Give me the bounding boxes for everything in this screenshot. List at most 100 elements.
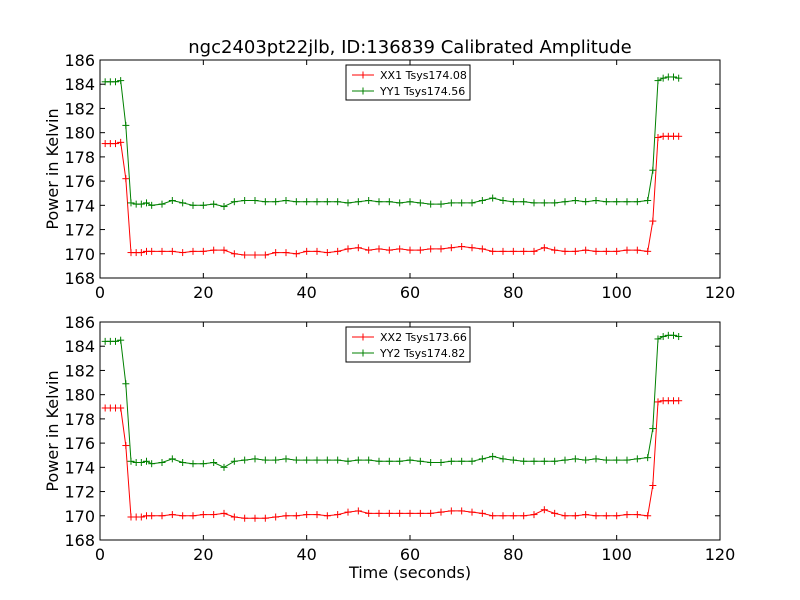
- data-point: [670, 331, 677, 339]
- data-point: [520, 457, 528, 465]
- data-point: [582, 246, 590, 254]
- data-point: [168, 247, 176, 255]
- data-point: [323, 456, 331, 464]
- data-point: [396, 457, 404, 465]
- data-point: [313, 247, 321, 255]
- data-point: [427, 509, 435, 517]
- data-point: [602, 512, 610, 520]
- series-1-1: [101, 331, 683, 471]
- data-point: [122, 175, 130, 183]
- data-point: [122, 380, 130, 388]
- data-point: [117, 404, 125, 412]
- data-point: [654, 77, 662, 85]
- data-point: [375, 198, 383, 206]
- y-tick-label: 180: [64, 124, 95, 143]
- data-point: [540, 457, 548, 465]
- y-tick-label: 178: [64, 148, 95, 167]
- data-point: [261, 456, 269, 464]
- data-point: [168, 455, 176, 463]
- data-point: [189, 512, 197, 520]
- data-point: [468, 457, 476, 465]
- data-point: [499, 196, 507, 204]
- data-point: [670, 73, 677, 81]
- y-tick-label: 176: [64, 172, 95, 191]
- data-point: [478, 509, 486, 517]
- data-point: [117, 336, 125, 344]
- data-point: [602, 456, 610, 464]
- data-point: [127, 199, 135, 207]
- data-point: [561, 512, 569, 520]
- data-point: [623, 198, 631, 206]
- data-point: [654, 398, 662, 406]
- legend: XX1 Tsys174.08 YY1 Tsys174.56: [345, 64, 471, 101]
- data-point: [561, 247, 569, 255]
- data-point: [509, 456, 517, 464]
- data-point: [354, 244, 362, 252]
- data-point: [447, 244, 455, 252]
- data-point: [117, 77, 125, 85]
- data-point: [447, 199, 455, 207]
- y-axis-label: Power in Kelvin: [43, 370, 62, 491]
- data-point: [592, 512, 600, 520]
- data-point: [158, 200, 166, 208]
- data-point: [210, 200, 218, 208]
- y-tick-label: 182: [64, 99, 95, 118]
- data-point: [375, 245, 383, 253]
- data-point: [354, 198, 362, 206]
- data-point: [112, 140, 119, 148]
- data-point: [551, 457, 559, 465]
- data-point: [272, 198, 280, 206]
- data-point: [437, 200, 445, 208]
- data-point: [649, 482, 657, 489]
- data-point: [613, 247, 621, 255]
- data-point: [168, 511, 176, 519]
- data-point: [220, 509, 228, 517]
- data-point: [571, 196, 579, 204]
- data-point: [122, 121, 130, 129]
- y-tick-label: 186: [64, 51, 95, 70]
- data-point: [261, 198, 269, 206]
- data-point: [659, 333, 667, 341]
- data-point: [148, 512, 156, 520]
- data-point: [292, 512, 300, 520]
- x-tick-label: 0: [95, 545, 105, 564]
- data-point: [220, 246, 228, 254]
- data-point: [385, 457, 393, 465]
- data-point: [633, 455, 641, 463]
- data-point: [582, 198, 590, 206]
- data-point: [602, 247, 610, 255]
- data-point: [530, 511, 538, 519]
- data-point: [427, 245, 435, 253]
- data-point: [251, 514, 259, 522]
- data-point: [313, 511, 321, 519]
- data-point: [458, 199, 466, 207]
- data-point: [220, 463, 228, 471]
- data-point: [561, 198, 569, 206]
- series-0-1: [101, 73, 683, 211]
- data-point: [241, 196, 249, 204]
- data-point: [623, 456, 631, 464]
- legend-label: YY2 Tsys174.82: [379, 347, 465, 360]
- data-point: [251, 196, 259, 204]
- data-point: [582, 456, 590, 464]
- data-point: [499, 247, 507, 255]
- data-point: [112, 337, 119, 345]
- data-point: [437, 508, 445, 516]
- x-tick-label: 40: [296, 283, 316, 302]
- data-point: [571, 512, 579, 520]
- data-point: [199, 201, 207, 209]
- x-tick-label: 80: [503, 545, 523, 564]
- data-point: [509, 247, 517, 255]
- data-point: [520, 512, 528, 520]
- data-point: [416, 509, 424, 517]
- series-line: [105, 334, 679, 468]
- x-tick-label: 20: [193, 283, 213, 302]
- y-tick-label: 168: [64, 269, 95, 288]
- data-point: [375, 509, 383, 517]
- data-point: [478, 196, 486, 204]
- data-point: [644, 247, 652, 255]
- data-point: [220, 203, 228, 211]
- data-point: [199, 460, 207, 468]
- data-point: [143, 199, 150, 207]
- data-point: [582, 511, 590, 519]
